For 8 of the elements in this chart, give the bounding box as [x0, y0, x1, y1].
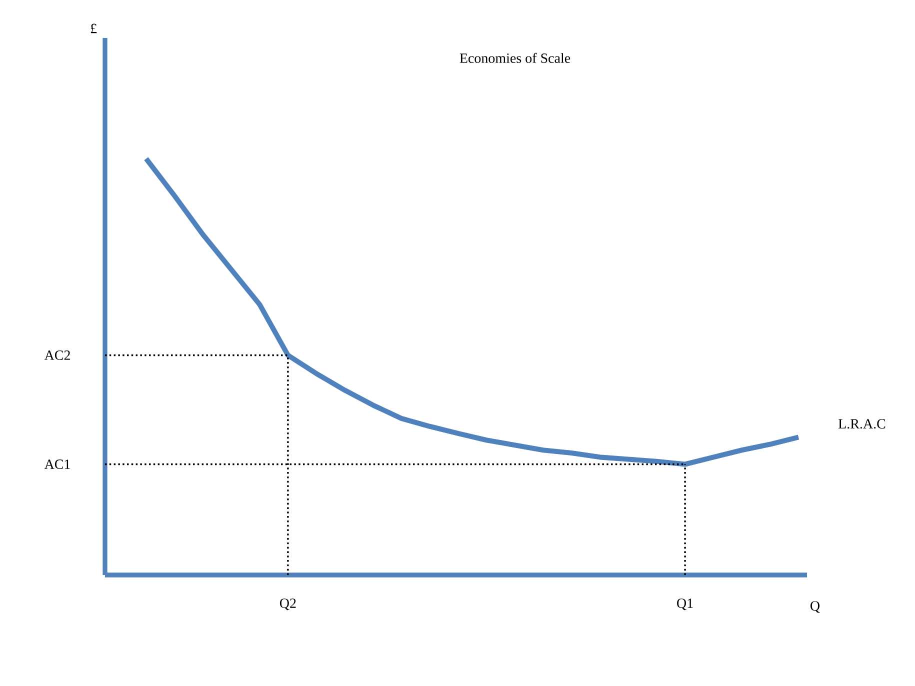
text: £	[90, 24, 97, 34]
x-tick-label: Q1	[677, 598, 693, 610]
ref-line-label: AC1	[44, 460, 70, 469]
x-tick-label: Q2	[280, 598, 296, 610]
chart-title: Economies of Scale	[460, 52, 570, 63]
ref-line-label: AC2	[44, 350, 70, 360]
text: L.R.A.C	[838, 419, 886, 429]
x-axis-title: Q	[810, 601, 820, 613]
